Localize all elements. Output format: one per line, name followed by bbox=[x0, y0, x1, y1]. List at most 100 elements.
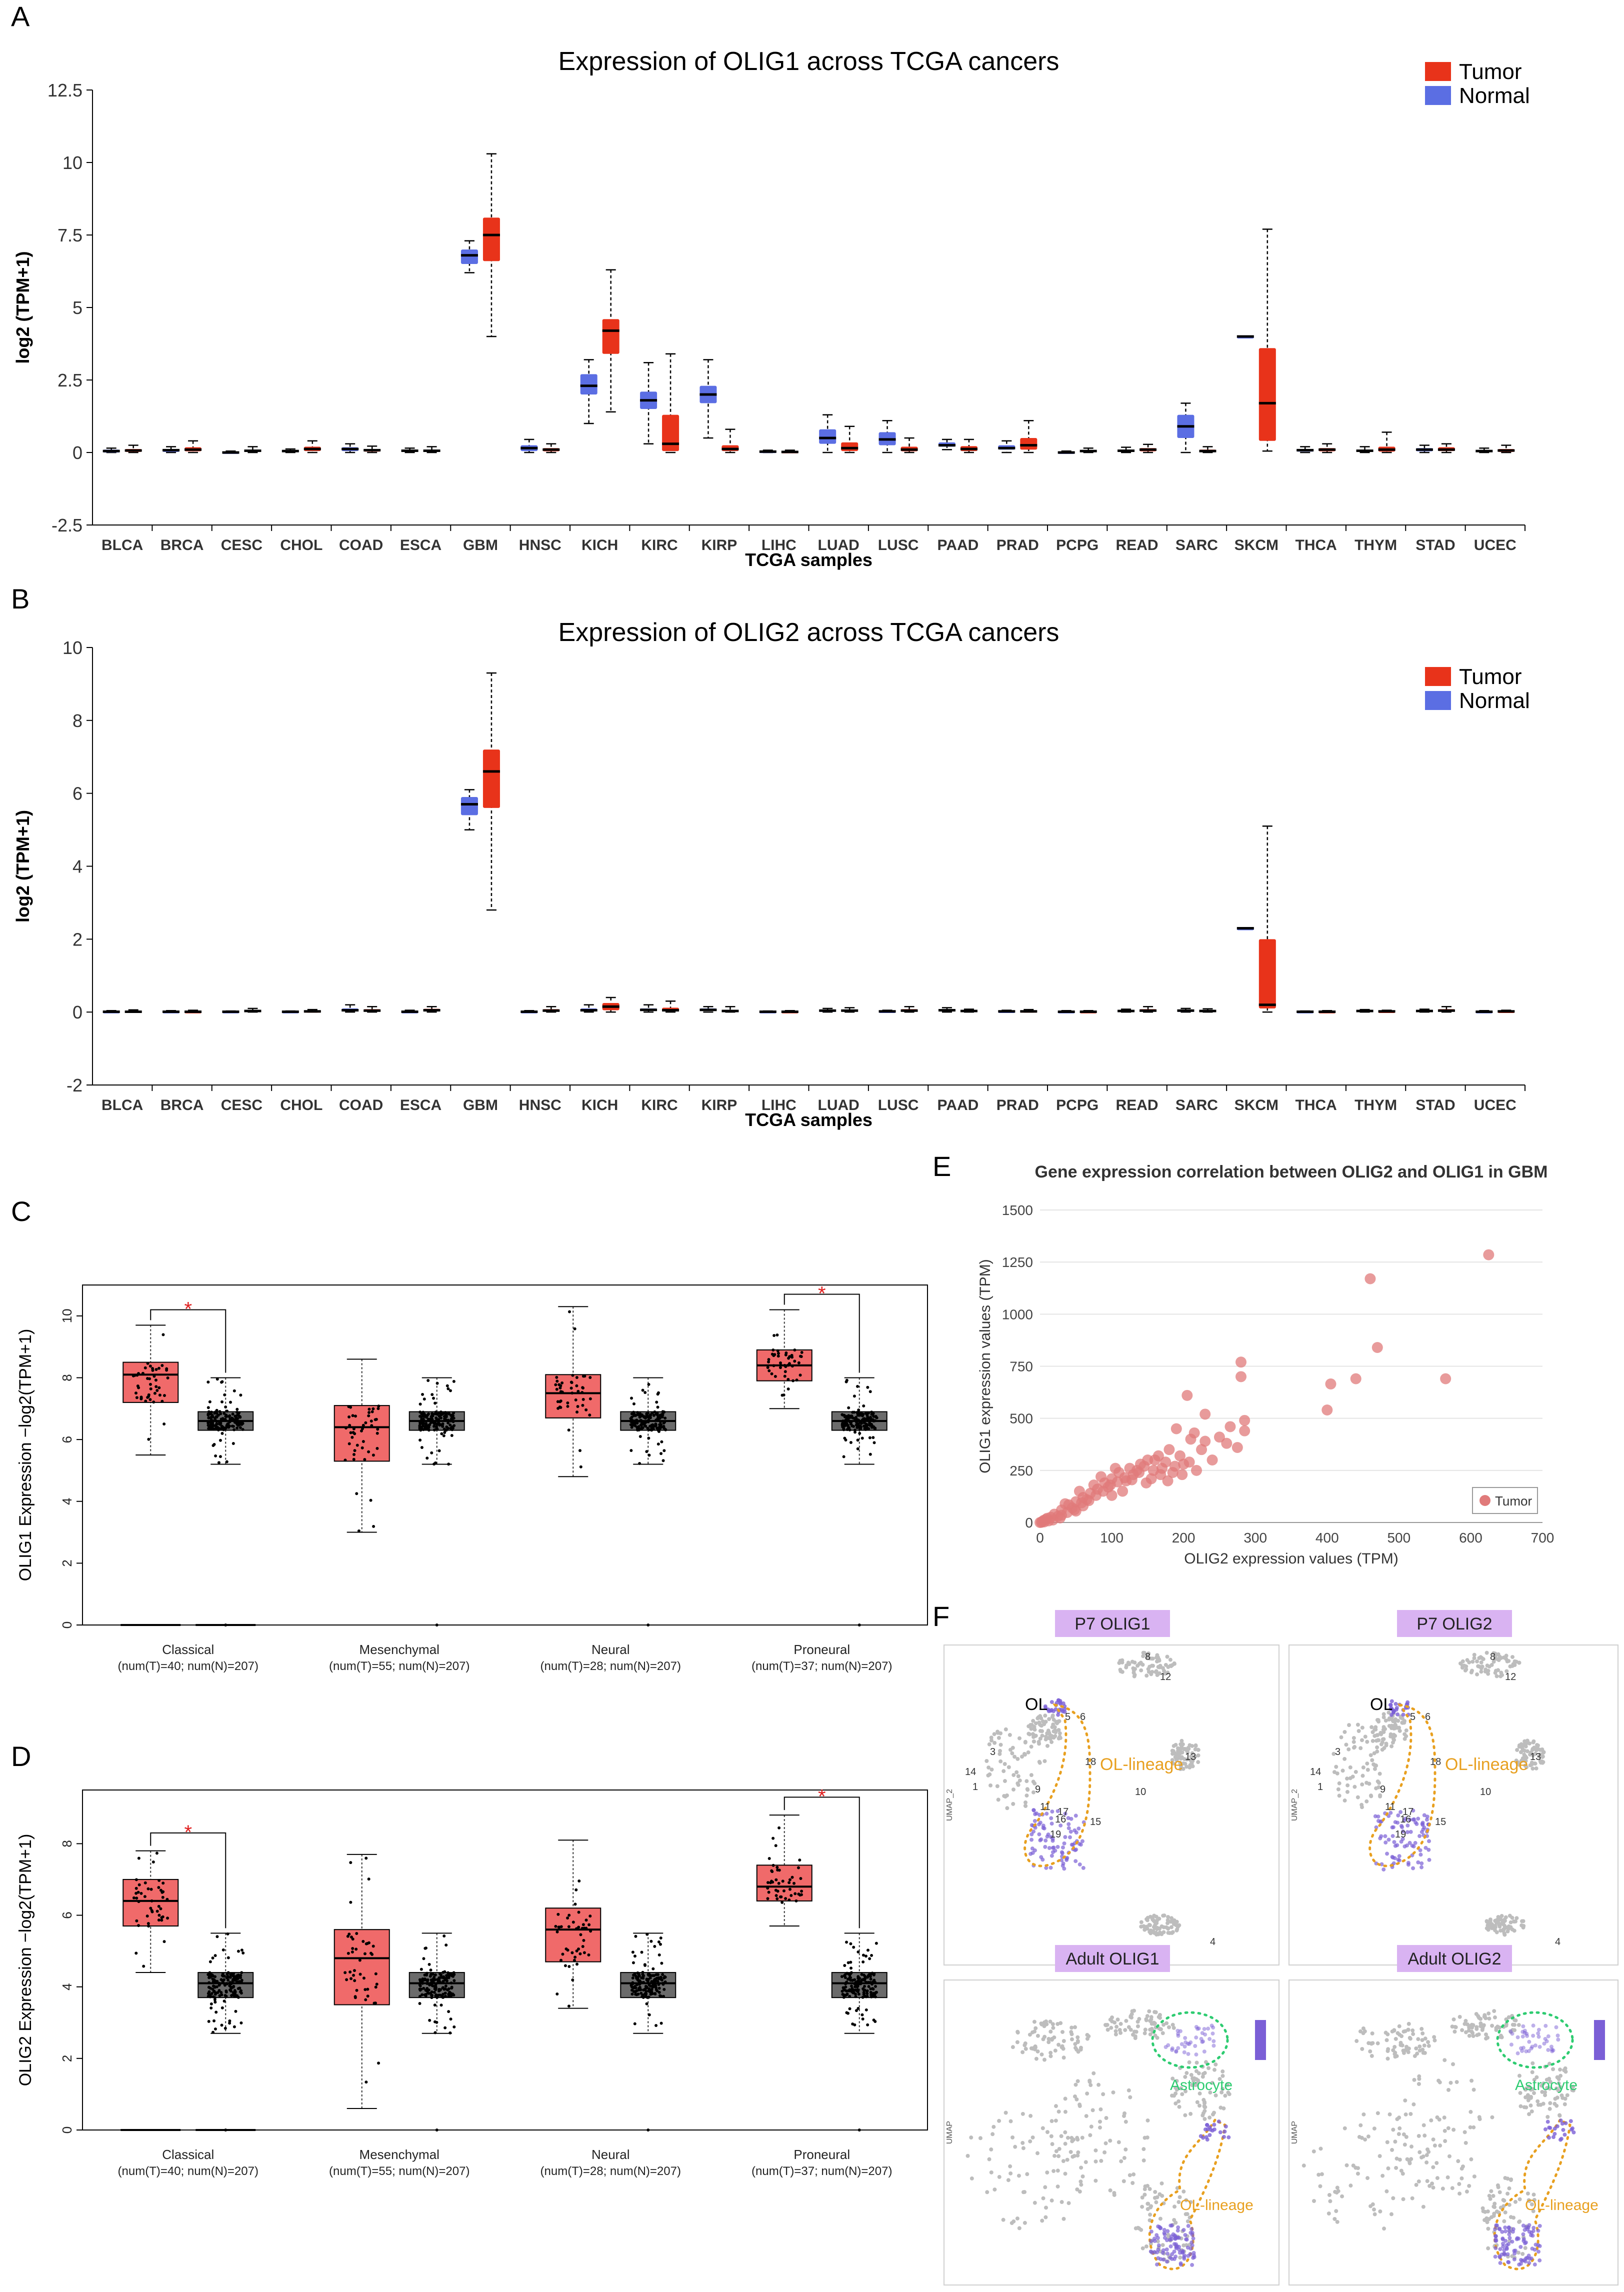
cell-dot bbox=[1034, 1721, 1038, 1726]
sample-point bbox=[435, 1425, 438, 1428]
cell-dot bbox=[1060, 2044, 1064, 2048]
cell-dot bbox=[1366, 2134, 1370, 2139]
cell-dot bbox=[1491, 2194, 1496, 2198]
cell-dot bbox=[1394, 2166, 1398, 2170]
sample-point bbox=[346, 1934, 350, 1938]
sample-point bbox=[436, 1428, 439, 1431]
cell-dot bbox=[1496, 1919, 1500, 1924]
cell-dot bbox=[1040, 2022, 1044, 2026]
cell-dot bbox=[1532, 1739, 1536, 1744]
sample-point bbox=[859, 1425, 862, 1428]
umap-y-label: UMAP_2 bbox=[946, 1789, 954, 1821]
cell-dot bbox=[1460, 2176, 1464, 2180]
cell-dot bbox=[1320, 2172, 1324, 2176]
y-tick-label: 10 bbox=[62, 638, 82, 658]
sample-point bbox=[150, 1888, 153, 1891]
cell-dot bbox=[1088, 2078, 1092, 2083]
sample-point bbox=[218, 1438, 222, 1442]
sample-point bbox=[440, 1432, 444, 1436]
cell-dot bbox=[1498, 2190, 1502, 2194]
cell-dot bbox=[1431, 2186, 1436, 2190]
sample-point bbox=[774, 1844, 778, 1848]
sample-point bbox=[222, 1412, 226, 1415]
x-tick-label: CESC bbox=[221, 1097, 262, 1114]
cell-dot bbox=[1183, 2113, 1188, 2118]
cell-dot bbox=[1109, 2026, 1114, 2030]
expression-dot bbox=[1538, 2224, 1542, 2228]
expression-dot bbox=[1507, 2232, 1512, 2236]
sample-point bbox=[784, 1351, 788, 1354]
sample-point bbox=[214, 1954, 217, 1958]
cell-dot bbox=[1076, 2035, 1080, 2040]
cell-dot bbox=[1052, 2169, 1056, 2174]
sample-point bbox=[872, 1441, 876, 1444]
cell-dot bbox=[1158, 2012, 1162, 2017]
sample-point bbox=[852, 1394, 856, 1398]
sample-point bbox=[148, 1364, 152, 1368]
expression-dot bbox=[1494, 2237, 1498, 2242]
cell-dot bbox=[1150, 1656, 1155, 1661]
sample-point bbox=[364, 1998, 368, 2002]
expression-dot bbox=[1520, 2048, 1524, 2053]
sample-point bbox=[654, 2024, 658, 2028]
data-point bbox=[1170, 1423, 1182, 1434]
sample-point bbox=[862, 1992, 866, 1996]
x-tick-label: 600 bbox=[1459, 1530, 1482, 1546]
sample-point bbox=[633, 2022, 636, 2026]
cell-dot bbox=[1558, 2113, 1562, 2118]
cell-dot bbox=[1482, 2023, 1486, 2028]
cell-dot bbox=[1493, 1670, 1498, 1675]
cell-dot bbox=[1512, 1659, 1517, 1664]
cell-dot bbox=[1374, 1738, 1378, 1743]
cell-dot bbox=[1144, 2017, 1148, 2022]
sample-point bbox=[143, 1895, 146, 1898]
cell-dot bbox=[1048, 1736, 1053, 1740]
sample-point bbox=[575, 1384, 578, 1388]
data-point bbox=[1126, 1474, 1138, 1486]
expression-dot bbox=[1043, 1844, 1048, 1849]
sample-point bbox=[223, 1982, 226, 1986]
cell-dot bbox=[1189, 1754, 1194, 1758]
cell-dot bbox=[1090, 2108, 1095, 2112]
sample-point bbox=[419, 1428, 422, 1432]
cell-dot bbox=[1130, 2181, 1135, 2186]
cell-dot bbox=[1094, 2178, 1098, 2183]
expression-dot bbox=[1388, 1706, 1393, 1711]
sample-point bbox=[444, 1984, 448, 1988]
cell-dot bbox=[1513, 2200, 1518, 2204]
cell-dot bbox=[1398, 2040, 1403, 2045]
group-counts: (num(T)=37; num(N)=207) bbox=[752, 1660, 892, 1673]
sample-point bbox=[237, 1414, 240, 1418]
cell-dot bbox=[1487, 2016, 1492, 2021]
sample-point bbox=[862, 1977, 866, 1980]
cluster-label: 13 bbox=[1185, 1752, 1196, 1762]
data-point bbox=[1174, 1450, 1186, 1462]
sample-point bbox=[852, 1946, 856, 1949]
group-counts: (num(T)=28; num(N)=207) bbox=[540, 1660, 681, 1673]
sample-point bbox=[227, 1426, 230, 1429]
cell-dot bbox=[1041, 2196, 1046, 2200]
cell-dot bbox=[1117, 1660, 1122, 1665]
cell-dot bbox=[1189, 2072, 1194, 2077]
cell-dot bbox=[1530, 1746, 1535, 1751]
data-point bbox=[1221, 1438, 1232, 1449]
sample-point bbox=[226, 1978, 230, 1982]
sample-point bbox=[442, 1428, 446, 1431]
cell-dot bbox=[1177, 1923, 1182, 1928]
sample-point bbox=[631, 1981, 634, 1984]
sample-point bbox=[768, 1856, 771, 1860]
cell-dot bbox=[1402, 1732, 1407, 1736]
cell-dot bbox=[1170, 1930, 1175, 1934]
y-tick-label: 4 bbox=[72, 856, 82, 877]
cell-dot bbox=[1185, 1757, 1190, 1762]
sample-point bbox=[426, 1426, 430, 1430]
cell-dot bbox=[1496, 1914, 1500, 1919]
cell-dot bbox=[1376, 1720, 1381, 1724]
sample-point bbox=[863, 1427, 866, 1430]
sample-point bbox=[560, 1381, 564, 1384]
sample-point bbox=[442, 1434, 446, 1438]
expression-dot bbox=[1408, 1830, 1413, 1834]
cell-dot bbox=[1547, 2076, 1552, 2081]
sample-point bbox=[800, 1355, 803, 1358]
sample-point bbox=[157, 1904, 160, 1908]
